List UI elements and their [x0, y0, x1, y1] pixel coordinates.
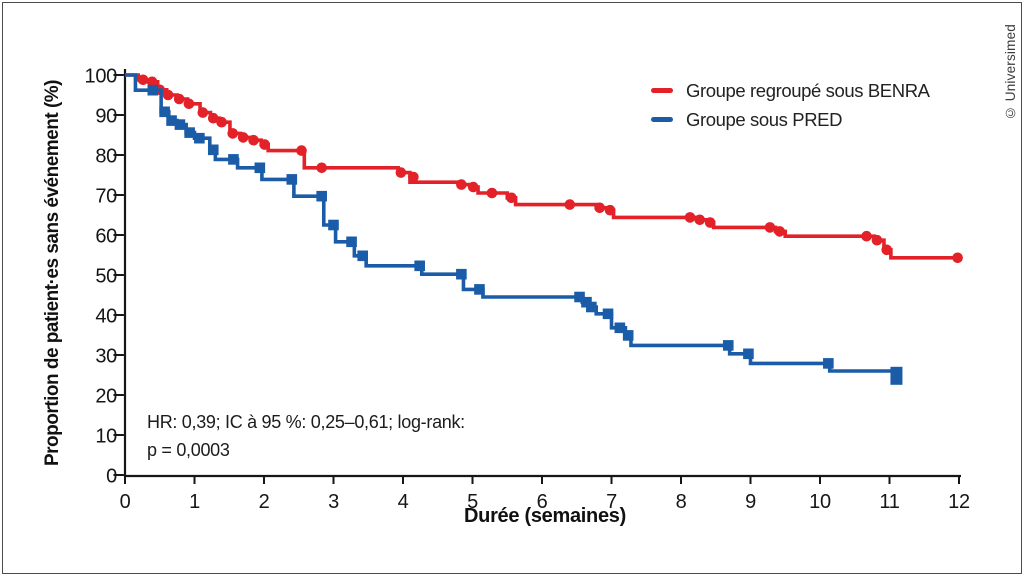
censor-mark-circle: [506, 192, 517, 204]
censor-mark-circle: [456, 179, 467, 190]
legend-swatch-pred-icon: [651, 117, 673, 122]
censor-mark-square: [574, 291, 585, 303]
censor-mark-circle: [704, 217, 716, 228]
censor-mark-circle: [216, 116, 227, 128]
y-tick-label: 80: [95, 146, 117, 168]
x-tick-label: 11: [879, 491, 899, 513]
censor-mark-square: [228, 154, 239, 165]
legend-item-pred: Groupe sous PRED: [651, 105, 930, 134]
y-tick-label: 10: [95, 426, 117, 448]
censor-mark-circle: [296, 145, 307, 156]
final-censor-mark: [890, 366, 903, 385]
censor-mark-circle: [237, 132, 249, 143]
censor-mark-square: [474, 284, 485, 295]
censor-mark-circle: [486, 187, 498, 199]
y-tick-label: 50: [95, 266, 117, 288]
legend-label-pred: Groupe sous PRED: [686, 108, 843, 130]
x-tick-label: 1: [189, 491, 200, 513]
y-tick-label: 20: [95, 386, 117, 408]
y-tick-label: 40: [95, 306, 117, 328]
x-tick-label: 5: [467, 491, 478, 513]
censor-mark-square: [194, 132, 205, 144]
x-tick-label: 2: [259, 491, 270, 513]
censor-mark-circle: [881, 244, 893, 256]
censor-mark-circle: [594, 202, 605, 214]
y-tick-label: 90: [95, 106, 117, 128]
censor-mark-square: [622, 330, 634, 341]
censor-mark-circle: [162, 89, 174, 101]
censor-mark-circle: [316, 162, 327, 174]
x-tick-label: 6: [537, 491, 548, 513]
stats-annotation-line1: HR: 0,39; IC à 95 %: 0,25–0,61; log-rank…: [147, 412, 465, 432]
legend-label-benra: Groupe regroupé sous BENRA: [686, 79, 930, 101]
censor-mark-circle: [861, 230, 872, 242]
legend-item-benra: Groupe regroupé sous BENRA: [651, 76, 930, 105]
censor-mark-circle: [137, 74, 149, 86]
x-tick-label: 9: [745, 491, 756, 513]
censor-mark-square: [614, 322, 626, 334]
censor-mark-circle: [684, 212, 696, 223]
censor-mark-circle: [604, 204, 616, 216]
x-tick-label: 3: [328, 491, 339, 513]
censor-mark-circle: [564, 199, 576, 210]
y-axis-title: Proportion de patient·es sans événement …: [42, 79, 63, 467]
x-tick-label: 0: [120, 491, 131, 513]
censor-mark-square: [743, 348, 754, 360]
y-tick-label: 30: [95, 346, 117, 368]
censor-mark-square: [722, 340, 734, 351]
censor-mark-circle: [952, 252, 963, 264]
y-tick-label: 0: [106, 466, 117, 488]
censor-mark-circle: [146, 76, 158, 88]
censor-mark-square: [357, 250, 368, 262]
x-tick-label: 8: [676, 491, 687, 513]
stats-annotation: HR: 0,39; IC à 95 %: 0,25–0,61; log-rank…: [147, 408, 465, 464]
censor-mark-circle: [197, 107, 209, 118]
censor-mark-square: [147, 84, 159, 96]
censor-mark-circle: [774, 226, 785, 237]
censor-mark-circle: [248, 134, 259, 146]
x-axis-title: Durée (semaines): [464, 505, 626, 527]
censor-mark-square: [456, 268, 467, 280]
censor-mark-square: [346, 236, 357, 248]
censor-mark-circle: [764, 222, 776, 233]
copyright-credit: © Universimed: [1003, 24, 1018, 121]
legend: Groupe regroupé sous BENRA Groupe sous P…: [651, 76, 930, 134]
y-tick-label: 100: [85, 66, 118, 88]
censor-mark-square: [286, 174, 298, 185]
censor-mark-square: [159, 106, 170, 118]
censor-mark-circle: [259, 139, 270, 150]
censor-mark-square: [328, 219, 339, 231]
censor-mark-circle: [173, 93, 185, 105]
x-tick-label: 10: [809, 491, 831, 513]
censor-mark-circle: [227, 128, 239, 139]
censor-mark-square: [586, 301, 597, 313]
x-tick-label: 4: [398, 491, 409, 513]
legend-swatch-benra-icon: [651, 88, 673, 93]
censor-mark-circle: [467, 181, 479, 193]
censor-mark-square: [207, 144, 219, 156]
censor-mark-square: [166, 115, 177, 126]
y-tick-label: 70: [95, 186, 117, 208]
censor-mark-square: [184, 127, 195, 138]
censor-mark-square: [823, 358, 834, 369]
censor-mark-square: [316, 190, 327, 202]
censor-mark-square: [414, 260, 425, 272]
censor-mark-square: [174, 119, 186, 130]
censor-mark-circle: [694, 214, 706, 226]
censor-mark-circle: [183, 98, 195, 110]
x-tick-label: 12: [948, 491, 970, 513]
stats-annotation-line2: p = 0,0003: [147, 440, 230, 460]
censor-mark-square: [602, 308, 614, 320]
censor-mark-circle: [871, 234, 883, 246]
censor-mark-circle: [207, 112, 219, 124]
y-tick-label: 60: [95, 226, 117, 248]
censor-mark-circle: [395, 167, 407, 178]
censor-mark-square: [254, 162, 266, 174]
x-tick-label: 7: [606, 491, 617, 513]
censor-mark-circle: [408, 171, 419, 183]
